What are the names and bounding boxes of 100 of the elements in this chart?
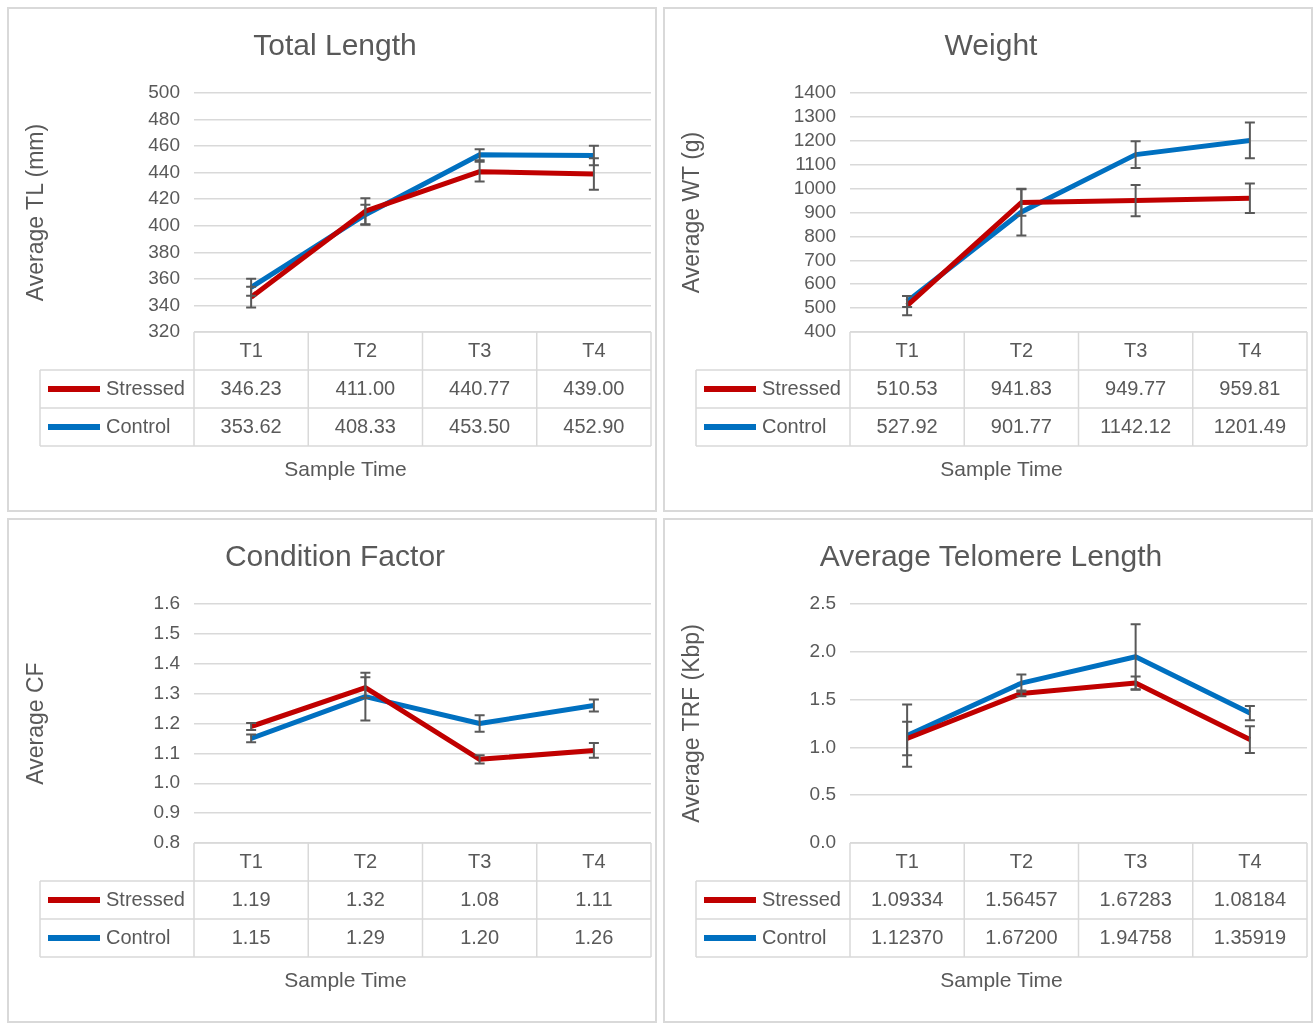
data-label: 510.53	[876, 376, 938, 399]
y-tick-label: 2.0	[809, 640, 836, 662]
data-label: 1.08	[460, 887, 500, 910]
data-label: 1.09334	[870, 887, 944, 910]
y-tick-label: 1200	[793, 129, 836, 151]
x-tick-label: T3	[467, 849, 492, 872]
x-axis-title: Sample Time	[940, 456, 1063, 480]
data-label: 452.90	[563, 414, 625, 437]
chart-title: Weight	[944, 28, 1039, 62]
data-label: 408.33	[334, 414, 396, 437]
data-label: 1201.49	[1213, 414, 1287, 437]
y-tick-label: 1.4	[153, 651, 181, 673]
y-tick-label: 400	[148, 214, 180, 236]
data-label: 1142.12	[1100, 414, 1172, 437]
data-label: 1.32	[345, 887, 385, 910]
x-tick-label: T3	[1123, 849, 1148, 872]
x-tick-label: T2	[1009, 338, 1034, 361]
y-tick-label: 1100	[795, 152, 836, 174]
legend-label: Stressed	[762, 376, 841, 399]
data-label: 1.26	[574, 925, 614, 948]
legend-label: Stressed	[762, 887, 841, 910]
x-tick-label: T4	[582, 338, 606, 361]
y-tick-label: 1.3	[153, 681, 180, 703]
legend-label: Stressed	[106, 376, 185, 399]
x-tick-label: T4	[1238, 849, 1262, 872]
y-tick-label: 340	[148, 293, 180, 315]
legend-label: Control	[106, 925, 171, 948]
y-tick-label: 900	[804, 200, 836, 222]
y-axis-title: Average CF	[22, 662, 49, 785]
data-label: 1.29	[345, 925, 385, 948]
x-tick-label: T3	[467, 338, 492, 361]
y-axis-title: Average WT (g)	[678, 131, 705, 294]
y-tick-label: 440	[148, 160, 180, 182]
chart-title: Total Length	[253, 28, 417, 62]
data-label: 439.00	[563, 376, 625, 399]
x-axis-title: Sample Time	[284, 967, 407, 991]
y-tick-label: 600	[804, 272, 836, 294]
data-label: 1.35919	[1213, 925, 1287, 948]
y-tick-label: 500	[148, 81, 180, 103]
y-tick-label: 1300	[793, 105, 836, 127]
data-label: 1.67283	[1099, 887, 1172, 910]
y-axis-title: Average TL (mm)	[22, 123, 49, 302]
x-tick-label: T1	[239, 338, 263, 361]
y-tick-label: 360	[148, 267, 180, 289]
x-tick-label: T2	[353, 338, 378, 361]
y-tick-label: 460	[148, 134, 180, 156]
data-label: 1.11	[575, 887, 613, 910]
data-label: 1.19	[231, 887, 271, 910]
y-tick-label: 1.2	[153, 711, 180, 733]
x-tick-label: T3	[1123, 338, 1148, 361]
y-tick-label: 800	[804, 224, 836, 246]
data-label: 901.77	[990, 414, 1052, 437]
legend-label: Stressed	[106, 887, 185, 910]
data-label: 1.15	[231, 925, 271, 948]
legend-label: Control	[762, 925, 827, 948]
data-label: 440.77	[449, 376, 511, 399]
y-tick-label: 2.5	[809, 592, 836, 614]
x-tick-label: T2	[353, 849, 378, 872]
y-tick-label: 700	[804, 248, 836, 270]
x-tick-label: T1	[895, 338, 919, 361]
y-axis-title: Average TRF (Kbp)	[678, 624, 705, 823]
data-label: 1.20	[460, 925, 500, 948]
y-tick-label: 380	[148, 240, 180, 262]
data-label: 1.94758	[1099, 925, 1172, 948]
data-label: 1.12370	[870, 925, 944, 948]
x-tick-label: T4	[582, 849, 606, 872]
y-tick-label: 0.5	[809, 783, 836, 805]
y-tick-label: 480	[148, 107, 180, 129]
y-tick-label: 500	[804, 296, 836, 318]
y-tick-label: 1.5	[809, 687, 836, 709]
y-tick-label: 1.5	[153, 622, 180, 644]
data-label: 453.50	[449, 414, 511, 437]
y-tick-label: 1000	[793, 176, 836, 198]
y-tick-label: 1.0	[809, 735, 836, 757]
y-tick-label: 420	[148, 187, 180, 209]
y-tick-label: 1.1	[153, 741, 180, 763]
data-label: 411.00	[335, 376, 396, 399]
legend-label: Control	[762, 414, 827, 437]
data-label: 527.92	[876, 414, 938, 437]
y-tick-label: 400	[804, 320, 836, 342]
x-axis-title: Sample Time	[284, 456, 407, 480]
y-tick-label: 0.8	[153, 831, 180, 853]
chart-title: Condition Factor	[224, 539, 446, 573]
y-tick-label: 320	[148, 320, 180, 342]
legend-label: Control	[106, 414, 171, 437]
y-tick-label: 0.0	[809, 831, 836, 853]
y-tick-label: 1400	[793, 81, 836, 103]
x-tick-label: T4	[1238, 338, 1262, 361]
x-tick-label: T1	[239, 849, 263, 872]
data-label: 959.81	[1219, 376, 1281, 399]
x-tick-label: T1	[895, 849, 919, 872]
data-label: 1.67200	[985, 925, 1058, 948]
y-tick-label: 1.6	[153, 592, 180, 614]
y-tick-label: 1.0	[153, 771, 180, 793]
data-label: 941.83	[990, 376, 1052, 399]
y-tick-label: 0.9	[153, 801, 180, 823]
data-label: 949.77	[1105, 376, 1167, 399]
data-label: 1.56457	[985, 887, 1058, 910]
x-tick-label: T2	[1009, 849, 1034, 872]
chart-title: Average Telomere Length	[819, 539, 1163, 573]
